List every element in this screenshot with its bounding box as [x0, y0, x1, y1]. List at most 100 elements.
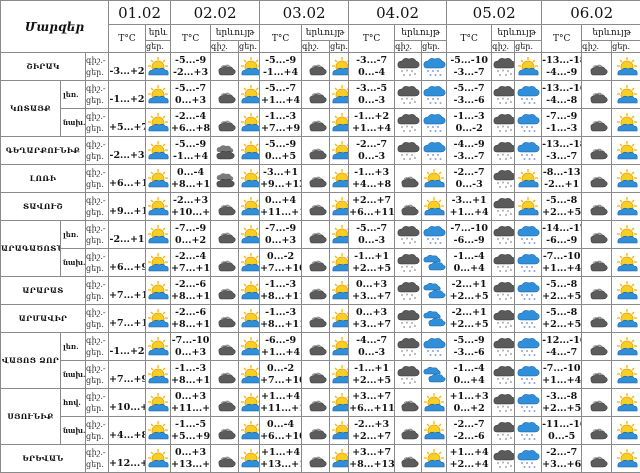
day-label: ցեր. [86, 207, 108, 219]
weather-cell [492, 389, 515, 417]
weather-cell [330, 53, 349, 81]
weather-cell [239, 333, 260, 361]
temperature-night: 0...-4 [171, 167, 210, 179]
temperature-day: -1...-3 [542, 123, 581, 135]
temperature-cell: -1...-5+5...+9 [171, 417, 211, 445]
clouds-icon [211, 168, 238, 190]
weather-cell [422, 221, 447, 249]
temperature-day: +10...+14 [109, 389, 146, 417]
temperature-day: -2...-6 [447, 431, 491, 443]
weather-cell [582, 361, 612, 389]
temperature-cell: -11...-160...-5 [542, 417, 582, 445]
temperature-cell: +1...+4+2...+4 [447, 445, 492, 473]
temperature-day: 0...+4 [447, 375, 491, 387]
weather-cell [395, 249, 422, 277]
temperature-night: -2...-7 [542, 447, 581, 459]
night-day-label: գիշ.-ցեր. [86, 81, 109, 109]
temperature-cell: -2...+1+2...+5 [447, 277, 492, 305]
temperature-cell: 0...+3+3...+7 [349, 305, 395, 333]
weather-cell [395, 109, 422, 137]
temperature-day: -6...-9 [447, 235, 491, 247]
weather-cell [582, 137, 612, 165]
weather-cell [395, 165, 422, 193]
weather-cell [146, 193, 171, 221]
weather-cell [612, 165, 640, 193]
temperature-cell: 0...+3+3...+7 [349, 277, 395, 305]
temperature-night: -1...-3 [260, 307, 301, 319]
blue-snow-icon [422, 224, 446, 246]
weather-cell [395, 137, 422, 165]
temperature-night: -2...-6 [171, 307, 210, 319]
weather-cell [612, 417, 640, 445]
moon-cloud-icon [302, 224, 329, 246]
night-day-label: գիշ.-ցեր. [86, 221, 109, 249]
weather-cell [515, 277, 542, 305]
sun-cloud-icon [146, 364, 170, 386]
sun-cloud-icon [239, 336, 259, 358]
temperature-day: +2...+4 [447, 459, 491, 471]
temperature-day: -1...+4 [260, 67, 301, 79]
weather-cell [302, 389, 330, 417]
temperature-day: +8...+10 [171, 375, 210, 387]
blue-snow-icon [422, 140, 446, 162]
weather-cell [515, 81, 542, 109]
blue-snow-icon [515, 448, 541, 470]
phenomenon-header: երևույթ [582, 25, 640, 41]
weather-cell [422, 389, 447, 417]
moon-cloud-icon [211, 196, 238, 218]
weather-cell [239, 417, 260, 445]
temperature-day: 0...+3 [171, 347, 210, 359]
day-label: ցեր. [86, 263, 108, 275]
blue-snow-icon [422, 112, 446, 134]
sun-cloud-icon [239, 168, 259, 190]
weather-cell [515, 305, 542, 333]
temperature-day: +11...+15 [260, 207, 301, 219]
temperature-day: 0...-3 [447, 179, 491, 191]
weather-cell [612, 333, 640, 361]
temperature-night: -2...+3 [171, 195, 210, 207]
temperature-night: -7...-10 [171, 335, 210, 347]
weather-cell [302, 305, 330, 333]
temperature-day: 0...-3 [349, 347, 394, 359]
weather-cell [422, 109, 447, 137]
weather-cell [211, 249, 239, 277]
weather-cell [146, 305, 171, 333]
day-label: ցեր. [86, 95, 108, 107]
weather-cell [582, 277, 612, 305]
temperature-day: +1...+4 [349, 123, 394, 135]
weather-cell [582, 249, 612, 277]
temperature-cell: -2...-6+8...+11 [171, 305, 211, 333]
phenomenon-header: երև [146, 25, 171, 41]
weather-cell [146, 109, 171, 137]
table-row: ԱՐՄԱՎԻՐգիշ.-ցեր.+7...+10-2...-6+8...+11-… [1, 305, 640, 333]
temperature-day: +12...+17 [109, 445, 146, 473]
temperature-cell: -3...-8+2...+5 [542, 389, 582, 417]
night-day-label: գիշ.-ցեր. [86, 53, 109, 81]
weather-cell [239, 221, 260, 249]
temperature-cell: -5...-7-3...-6 [447, 81, 492, 109]
weather-cell [239, 361, 260, 389]
temperature-header: T°C [171, 25, 211, 53]
moon-cloud-icon [302, 196, 329, 218]
temperature-day: +7...+10 [260, 263, 301, 275]
blue-snow-icon [515, 336, 541, 358]
night-header: գիշ. [395, 41, 422, 53]
day-header: ցեր. [422, 41, 447, 53]
temperature-night: -3...-7 [349, 55, 394, 67]
weather-cell [395, 445, 422, 473]
temperature-day: +13...+18 [171, 459, 210, 471]
weather-cell [239, 249, 260, 277]
weather-cell [302, 445, 330, 473]
sun-cloud-icon [239, 140, 259, 162]
temperature-night: -12...-16 [542, 335, 581, 347]
night-label: գիշ.- [86, 251, 108, 263]
dark-snow-icon [492, 224, 514, 246]
subregion-label: լեռ. [61, 221, 86, 249]
temperature-night: -7...-9 [542, 111, 581, 123]
subregion-label: նախ. [61, 361, 86, 389]
weather-cell [239, 193, 260, 221]
sun-cloud-icon [146, 196, 170, 218]
